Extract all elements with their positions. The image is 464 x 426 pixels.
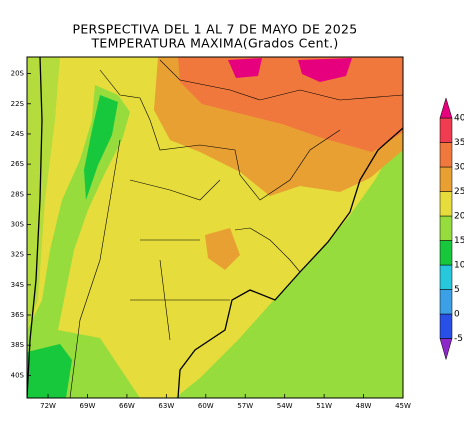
x-tick-label: 57W	[237, 402, 253, 410]
colorbar-segment	[439, 215, 453, 241]
y-tick-label: 22S	[11, 100, 25, 108]
field-region	[27, 344, 72, 398]
coast-atlantic	[177, 127, 403, 398]
colorbar-extend	[439, 338, 453, 361]
colorbar-label: 0	[454, 310, 460, 320]
colorbar-label: 10	[454, 261, 464, 271]
colorbar-segment	[439, 289, 453, 315]
colorbar-segment	[439, 142, 453, 168]
colorbar-extend	[439, 97, 453, 119]
coastline	[27, 57, 403, 398]
colorbar-segment	[439, 313, 453, 339]
x-tick-label: 66W	[119, 402, 135, 410]
x-tick-label: 60W	[198, 402, 214, 410]
colorbar-label: 30	[454, 163, 464, 173]
y-tick-label: 40S	[11, 371, 25, 379]
colorbar-segment	[439, 166, 453, 192]
colorbar-label: 5	[454, 285, 460, 295]
map-field	[27, 57, 403, 398]
x-tick-label: 69W	[80, 402, 96, 410]
x-tick-label: 72W	[40, 402, 56, 410]
y-tick-label: 36S	[11, 311, 25, 319]
y-tick-label: 20S	[11, 70, 25, 78]
map-frame	[26, 56, 404, 399]
x-tick-label: 63W	[158, 402, 174, 410]
y-tick-label: 34S	[11, 281, 25, 289]
x-tick-label: 54W	[277, 402, 293, 410]
title-line: PERSPECTIVA DEL 1 AL 7 DE MAYO DE 2025	[73, 22, 358, 37]
colorbar-segment	[439, 191, 453, 217]
colorbar-label: 20	[454, 212, 464, 222]
colorbar-label: 35	[454, 138, 464, 148]
border	[234, 227, 301, 273]
colorbar-label: 25	[454, 187, 464, 197]
colorbar-segment	[439, 117, 453, 143]
x-tick-label: 45W	[395, 402, 411, 410]
field-region	[84, 95, 118, 200]
y-tick-label: 28S	[11, 190, 25, 198]
colorbar-label: -5	[454, 334, 463, 344]
field-region	[298, 58, 352, 82]
colorbar-segment	[439, 240, 453, 266]
field-region	[178, 57, 403, 152]
colorbar-label: 15	[454, 236, 464, 246]
y-tick-label: 24S	[11, 130, 25, 138]
title-line: TEMPERATURA MAXIMA(Grados Cent.)	[90, 36, 338, 51]
y-tick-label: 38S	[11, 341, 25, 349]
x-tick-label: 48W	[356, 402, 372, 410]
border	[99, 69, 341, 201]
coast-pacific	[27, 57, 43, 398]
colorbar-label: 40	[454, 114, 464, 124]
border	[129, 179, 230, 341]
field-region	[175, 130, 403, 398]
y-tick-label: 26S	[11, 160, 25, 168]
borders	[69, 59, 403, 398]
field-region	[228, 58, 262, 78]
colorbar-segment	[439, 264, 453, 290]
field-region	[27, 57, 60, 330]
border	[69, 139, 121, 398]
x-tick-label: 51W	[316, 402, 332, 410]
border	[159, 59, 403, 101]
y-tick-label: 32S	[11, 251, 25, 259]
field-region	[205, 228, 240, 270]
field-region	[27, 85, 140, 398]
y-tick-label: 30S	[11, 220, 25, 228]
